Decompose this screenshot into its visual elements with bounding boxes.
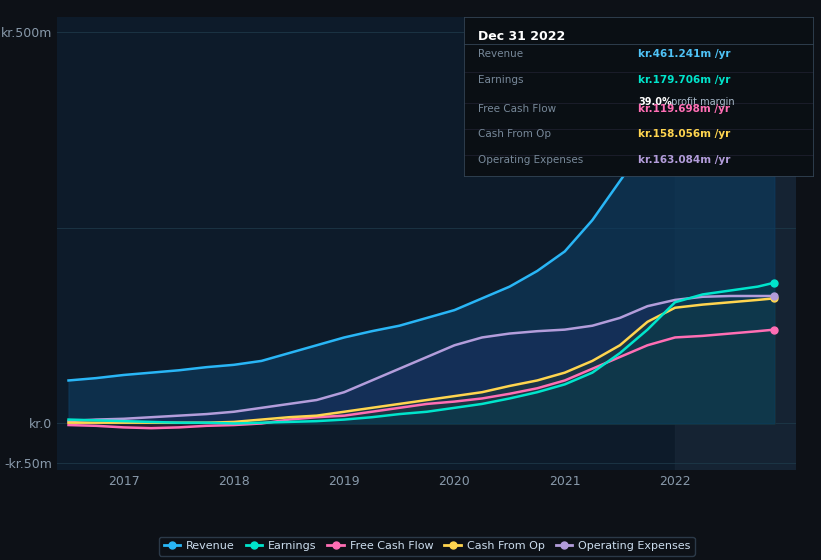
Text: Free Cash Flow: Free Cash Flow <box>478 104 556 114</box>
Text: kr.461.241m /yr: kr.461.241m /yr <box>639 49 731 59</box>
Text: Earnings: Earnings <box>478 75 523 85</box>
Text: Dec 31 2022: Dec 31 2022 <box>478 30 565 43</box>
Text: 39.0%: 39.0% <box>639 97 672 108</box>
Text: kr.158.056m /yr: kr.158.056m /yr <box>639 129 731 139</box>
Text: kr.119.698m /yr: kr.119.698m /yr <box>639 104 731 114</box>
Text: Cash From Op: Cash From Op <box>478 129 551 139</box>
Text: Revenue: Revenue <box>478 49 523 59</box>
Legend: Revenue, Earnings, Free Cash Flow, Cash From Op, Operating Expenses: Revenue, Earnings, Free Cash Flow, Cash … <box>159 536 695 556</box>
Text: kr.163.084m /yr: kr.163.084m /yr <box>639 155 731 165</box>
Text: kr.179.706m /yr: kr.179.706m /yr <box>639 75 731 85</box>
Text: profit margin: profit margin <box>668 97 735 108</box>
Text: Operating Expenses: Operating Expenses <box>478 155 583 165</box>
Bar <box>675 17 796 470</box>
